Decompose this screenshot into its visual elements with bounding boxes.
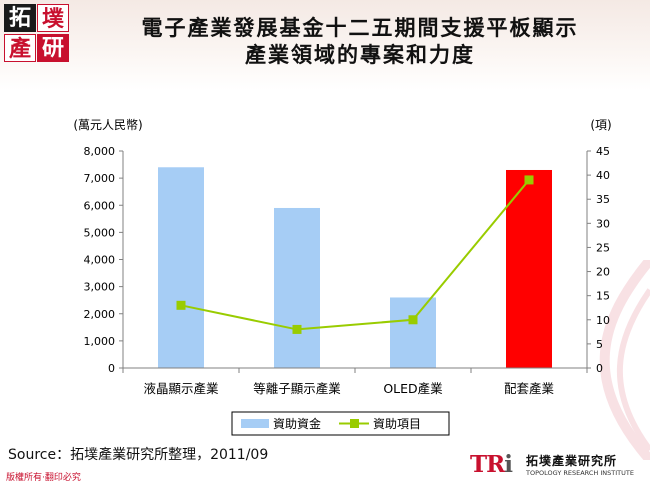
logo-char: 墣 [37, 4, 69, 32]
source-note: Source：拓墣產業研究所整理，2011/09 [8, 447, 269, 463]
y2-axis-tick-label: 20 [596, 266, 610, 279]
slide-title-line-1: 電子產業發展基金十二五期間支援平板顯示 [141, 15, 579, 40]
line-point [524, 175, 534, 185]
tri-logo-mark-grey: i [504, 451, 513, 478]
tri-logo: TRi 拓墣產業研究所 TOPOLOGY RESEARCH INSTITUTE [470, 452, 648, 482]
y2-axis-tick-label: 30 [596, 217, 610, 230]
slide-title: 電子產業發展基金十二五期間支援平板顯示 產業領域的專案和力度 [80, 14, 640, 68]
logo-char: 產 [4, 34, 36, 62]
series-line [180, 179, 530, 331]
y-axis-tick-label: 5,000 [84, 226, 116, 239]
tri-logo-english: TOPOLOGY RESEARCH INSTITUTE [526, 469, 634, 477]
combo-chart: (萬元人民幣) (項) 0 1,000 2,000 3,000 4,000 5,000 6,00… [73, 118, 612, 436]
y-axis-title: (萬元人民幣) [73, 118, 142, 132]
y-axis-tick-label: 4,000 [84, 254, 116, 267]
header-band [0, 0, 650, 90]
tri-logo-mark: TRi [470, 451, 513, 478]
x-axis-tick-label: OLED產業 [383, 381, 443, 396]
y2-axis-tick-label: 5 [596, 338, 603, 351]
y-axis-tick-label: 3,000 [84, 281, 116, 294]
brand-logo: 拓 墣 產 研 [4, 4, 70, 64]
bar [158, 167, 204, 368]
y-axis-tick-label: 8,000 [84, 145, 116, 158]
logo-char: 研 [37, 34, 69, 62]
y2-axis-tick-label: 35 [596, 193, 610, 206]
y2-axis-tick-label: 15 [596, 290, 610, 303]
logo-char: 拓 [4, 4, 36, 32]
y2-axis-tick-label: 40 [596, 169, 610, 182]
y-axis-tick-label: 2,000 [84, 308, 116, 321]
slide-title-line-2: 產業領域的專案和力度 [245, 42, 475, 67]
x-axis-tick-label: 液晶顯示產業 [143, 381, 219, 396]
y2-axis-tick-label: 0 [596, 362, 603, 375]
y-axis-tick-label: 0 [108, 362, 115, 375]
tri-logo-mark-red: TR [470, 451, 505, 478]
y2-axis-tick-label: 10 [596, 314, 610, 327]
y-axis-tick-label: 1,000 [84, 335, 116, 348]
legend-label: 資助資金 [273, 416, 321, 431]
y2-axis-tick-label: 25 [596, 241, 610, 254]
bar [506, 169, 552, 368]
x-axis-tick-label: 等離子顯示產業 [253, 381, 341, 396]
line-point [292, 324, 302, 334]
legend-label: 資助項目 [373, 417, 421, 431]
line-point [408, 315, 418, 325]
y-axis-tick-label: 6,000 [84, 199, 116, 212]
bar [274, 207, 320, 368]
copyright-note: 版權所有‧翻印必究 [6, 473, 81, 483]
legend-swatch-bar [241, 419, 269, 428]
tri-logo-chinese: 拓墣產業研究所 [526, 454, 618, 468]
decorative-swoosh [599, 260, 650, 460]
bar [390, 297, 436, 368]
legend-swatch-marker [350, 419, 359, 428]
y-axis-tick-label: 7,000 [84, 172, 116, 185]
y2-axis-tick-label: 45 [596, 145, 610, 158]
line-point [176, 300, 186, 310]
x-axis-tick-label: 配套產業 [504, 381, 555, 396]
y2-axis-title: (項) [590, 118, 611, 132]
